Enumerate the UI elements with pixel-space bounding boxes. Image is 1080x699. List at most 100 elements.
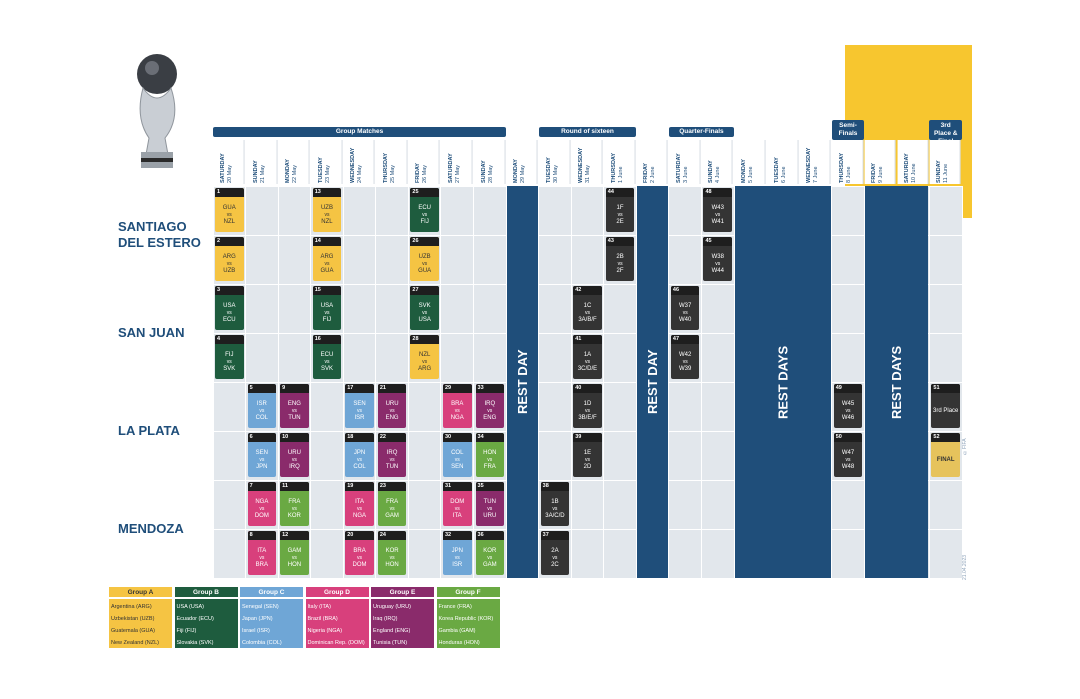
match-teams: W47 vs W48 (834, 443, 863, 477)
match-number: 10 (280, 433, 309, 442)
vs: vs (487, 505, 493, 512)
legend-body: USA (USA) Ecuador (ECU) Fiji (FIJ) Slovakia… (173, 598, 239, 649)
day-name: THURSDAY (838, 152, 845, 183)
day-header: THURSDAY 8 June (832, 140, 864, 184)
match-teams: ECU vs SVK (313, 345, 342, 379)
away-team: ISR (354, 414, 365, 421)
vs: vs (682, 358, 688, 365)
legend-team: Iraq (IRQ) (373, 616, 398, 622)
vs: vs (584, 407, 590, 414)
match-card: 5 ISR vs COL (247, 384, 277, 428)
match-number: 29 (442, 384, 472, 393)
legend-team: Brazil (BRA) (307, 616, 338, 622)
match-teams: ITA vs BRA (248, 541, 277, 575)
match-number: 43 (605, 237, 635, 246)
match-teams: 1D vs 3B/E/F (573, 394, 602, 428)
match-number: 24 (377, 531, 407, 540)
match-teams: W38 vs W44 (703, 247, 732, 281)
day-name: THURSDAY (610, 152, 617, 183)
day-date: 20 May (227, 164, 233, 183)
day-header: WEDNESDAY 31 May (572, 140, 603, 184)
day-name: MONDAY (741, 159, 748, 183)
day-header: SUNDAY 28 May (474, 140, 506, 184)
match-teams: 2A vs 2C (541, 541, 570, 575)
day-header: SATURDAY 3 June (669, 140, 701, 184)
vs: vs (324, 211, 330, 218)
match-teams: W45 vs W46 (834, 394, 863, 428)
legend-team: Argentina (ARG) (111, 604, 152, 610)
match-number: 35 (475, 482, 505, 491)
match-card: 40 1D vs 3B/E/F (573, 384, 602, 428)
match-card: 16 ECU vs SVK (312, 335, 342, 379)
match-teams: HON vs FRA (476, 443, 505, 477)
home-team: ITA (355, 498, 364, 505)
match-teams: ISR vs COL (248, 394, 277, 428)
match-card: 37 2A vs 2C (540, 531, 570, 575)
legend-team: Nigeria (NGA) (307, 628, 343, 634)
home-team: JPN (451, 547, 463, 554)
vs: vs (454, 407, 460, 414)
away-team: W40 (679, 316, 692, 323)
vs: vs (259, 407, 265, 414)
vs: vs (291, 554, 297, 561)
legend-team: Uruguay (URU) (373, 604, 411, 610)
match-card: 32 JPN vs ISR (442, 531, 472, 575)
legend-team: Guatemala (GUA) (111, 628, 156, 634)
away-team: COL (353, 463, 366, 470)
match-card: 47 W42 vs W39 (670, 335, 700, 379)
away-team: 3C/D/E (577, 365, 598, 372)
match-card: 12 GAM vs HON (280, 531, 309, 575)
away-team: COL (255, 414, 269, 421)
home-team: W43 (711, 204, 724, 211)
match-teams: SVK vs USA (410, 296, 439, 330)
match-teams: W37 vs W40 (671, 296, 700, 330)
legend-team: Senegal (SEN) (242, 604, 279, 610)
home-team: W47 (841, 449, 855, 456)
match-number: 20 (345, 531, 374, 540)
match-number: 9 (280, 384, 309, 393)
grid-line (213, 430, 962, 432)
match-card: 3 USA vs ECU (215, 286, 244, 330)
legend-body: France (FRA) Korea Republic (KOR) Gambia (… (435, 598, 501, 649)
home-team: W38 (711, 253, 724, 260)
away-team: ITA (452, 512, 462, 519)
legend-body: Italy (ITA) Brazil (BRA) Nigeria (NGA) Domi… (304, 598, 370, 649)
match-number: 32 (442, 531, 472, 540)
venue-label: LA PLATA (118, 423, 180, 438)
match-number: 2 (215, 237, 244, 246)
day-header: FRIDAY 2 June (637, 140, 668, 184)
match-teams: SEN vs ISR (345, 394, 374, 428)
match-number: 49 (833, 384, 863, 393)
away-team: ENG (483, 414, 497, 421)
home-team: SVK (418, 302, 431, 309)
legend-team: Honduras (HON) (438, 640, 480, 646)
home-team: W37 (679, 302, 692, 309)
match-teams: DOM vs ITA (443, 492, 472, 526)
day-header: TUESDAY 23 May (311, 140, 343, 184)
match-number: 44 (605, 188, 635, 197)
day-date: 7 June (813, 166, 820, 183)
match-card: 29 BRA vs NGA (442, 384, 472, 428)
match-teams: GAM vs HON (280, 541, 309, 575)
match-teams: KOR vs GAM (476, 541, 505, 575)
match-teams: NZL vs ARG (410, 345, 439, 379)
grid-line (213, 577, 962, 579)
match-number: 11 (280, 482, 309, 491)
away-team: URU (483, 512, 497, 519)
day-header: SATURDAY 27 May (441, 140, 473, 184)
vs: vs (422, 358, 428, 365)
day-date: 2 June (650, 166, 657, 183)
away-team: W39 (679, 365, 692, 372)
home-team: ENG (287, 400, 301, 407)
match-card: 45 W38 vs W44 (703, 237, 733, 281)
rest-block: REST DAY (507, 186, 538, 578)
match-number: 14 (312, 237, 342, 246)
venue-label: MENDOZA (118, 521, 184, 536)
home-team: ISR (256, 400, 267, 407)
away-team: DOM (254, 512, 269, 519)
legend-team: Gambia (GAM) (438, 628, 476, 634)
match-number: 41 (573, 335, 602, 344)
grid-line (213, 332, 962, 334)
stage-bar: Round of sixteen (538, 127, 637, 137)
match-number: 13 (312, 188, 342, 197)
